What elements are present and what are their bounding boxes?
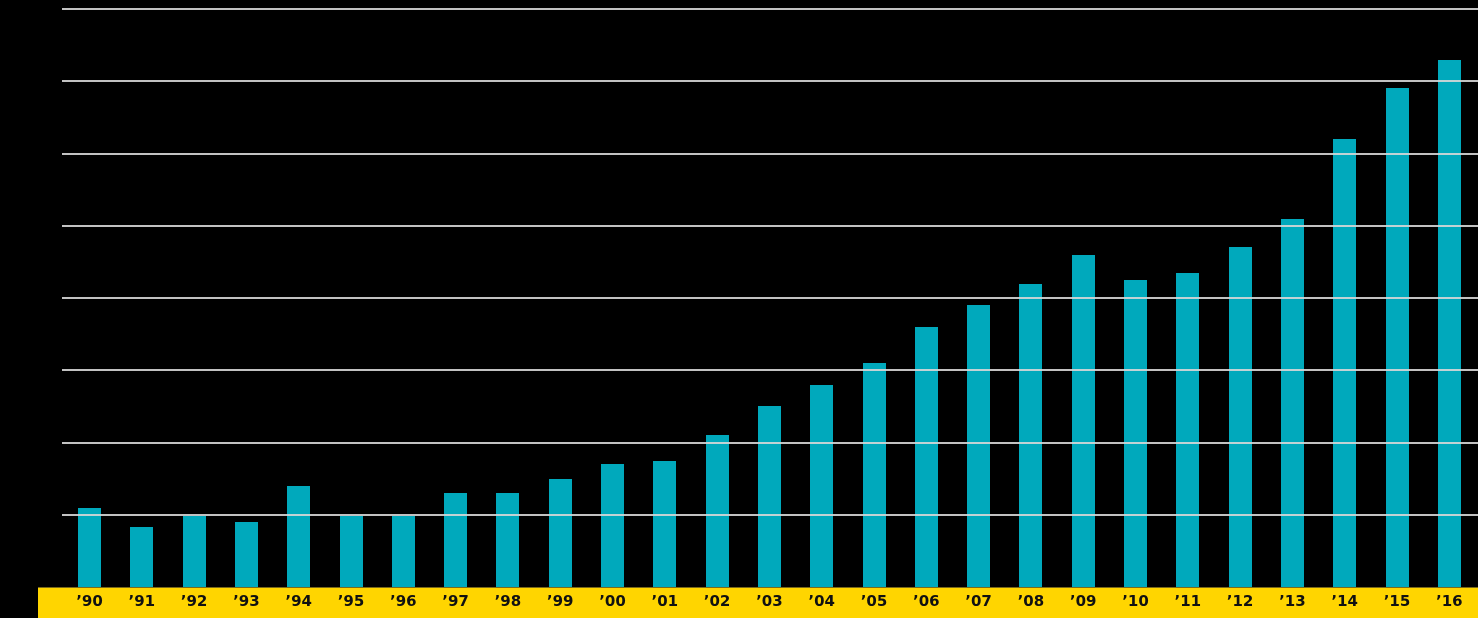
x-tick-label: ’00 <box>599 592 626 610</box>
bar <box>653 461 677 587</box>
x-tick-label: ’07 <box>965 592 992 610</box>
gridline <box>62 224 1478 227</box>
x-tick-label: ’92 <box>180 592 208 610</box>
x-tick-label: ’12 <box>1226 592 1254 610</box>
bar <box>339 516 363 587</box>
bar <box>496 493 520 587</box>
gridline <box>62 152 1478 155</box>
bar <box>1280 218 1304 587</box>
x-tick-label: ’05 <box>860 592 888 610</box>
x-tick-label: ’99 <box>546 592 574 610</box>
x-tick-label: ’97 <box>442 592 469 610</box>
bar <box>287 485 311 587</box>
x-axis-band <box>38 587 1478 618</box>
x-tick-label: ’11 <box>1174 592 1202 610</box>
bar <box>130 527 154 587</box>
bar <box>1124 279 1147 587</box>
bar <box>1228 247 1252 587</box>
gridline <box>62 297 1478 299</box>
x-tick-label: ’98 <box>494 592 522 610</box>
x-tick-label: ’02 <box>703 592 731 610</box>
x-tick-label: ’14 <box>1331 592 1358 610</box>
bar <box>1437 59 1461 587</box>
x-tick-label: ’06 <box>913 592 940 610</box>
x-tick-label: ’08 <box>1017 592 1045 610</box>
bar <box>1333 139 1357 587</box>
x-tick-label: ’01 <box>651 592 679 610</box>
x-tick-label: ’10 <box>1122 592 1149 610</box>
x-tick-label: ’93 <box>233 592 260 610</box>
bar <box>444 493 468 587</box>
x-tick-label: ’16 <box>1436 592 1463 610</box>
bar <box>234 521 258 587</box>
bar <box>1071 254 1095 587</box>
x-tick-label: ’15 <box>1383 592 1411 610</box>
gridline <box>62 8 1478 10</box>
bar <box>391 516 415 587</box>
gridline <box>62 80 1478 83</box>
x-tick-label: ’95 <box>337 592 365 610</box>
bar <box>182 516 206 587</box>
bar <box>548 478 572 587</box>
bar <box>862 363 886 587</box>
bar <box>967 305 991 587</box>
x-tick-label: ’90 <box>76 592 103 610</box>
bar <box>1176 272 1200 587</box>
bar <box>914 326 938 587</box>
gridline <box>62 441 1478 444</box>
bar <box>1019 283 1043 587</box>
x-tick-label: ’91 <box>128 592 156 610</box>
bar <box>757 406 781 587</box>
bar <box>78 507 101 587</box>
x-tick-label: ’04 <box>808 592 835 610</box>
x-tick-label: ’09 <box>1069 592 1097 610</box>
bar <box>1385 88 1409 587</box>
bar <box>601 464 624 587</box>
bar <box>810 384 834 587</box>
bar <box>705 435 729 587</box>
gridline <box>62 513 1478 516</box>
x-tick-label: ’96 <box>390 592 417 610</box>
gridline <box>62 369 1478 372</box>
x-tick-label: ’13 <box>1279 592 1306 610</box>
x-tick-label: ’94 <box>285 592 312 610</box>
x-tick-label: ’03 <box>756 592 783 610</box>
